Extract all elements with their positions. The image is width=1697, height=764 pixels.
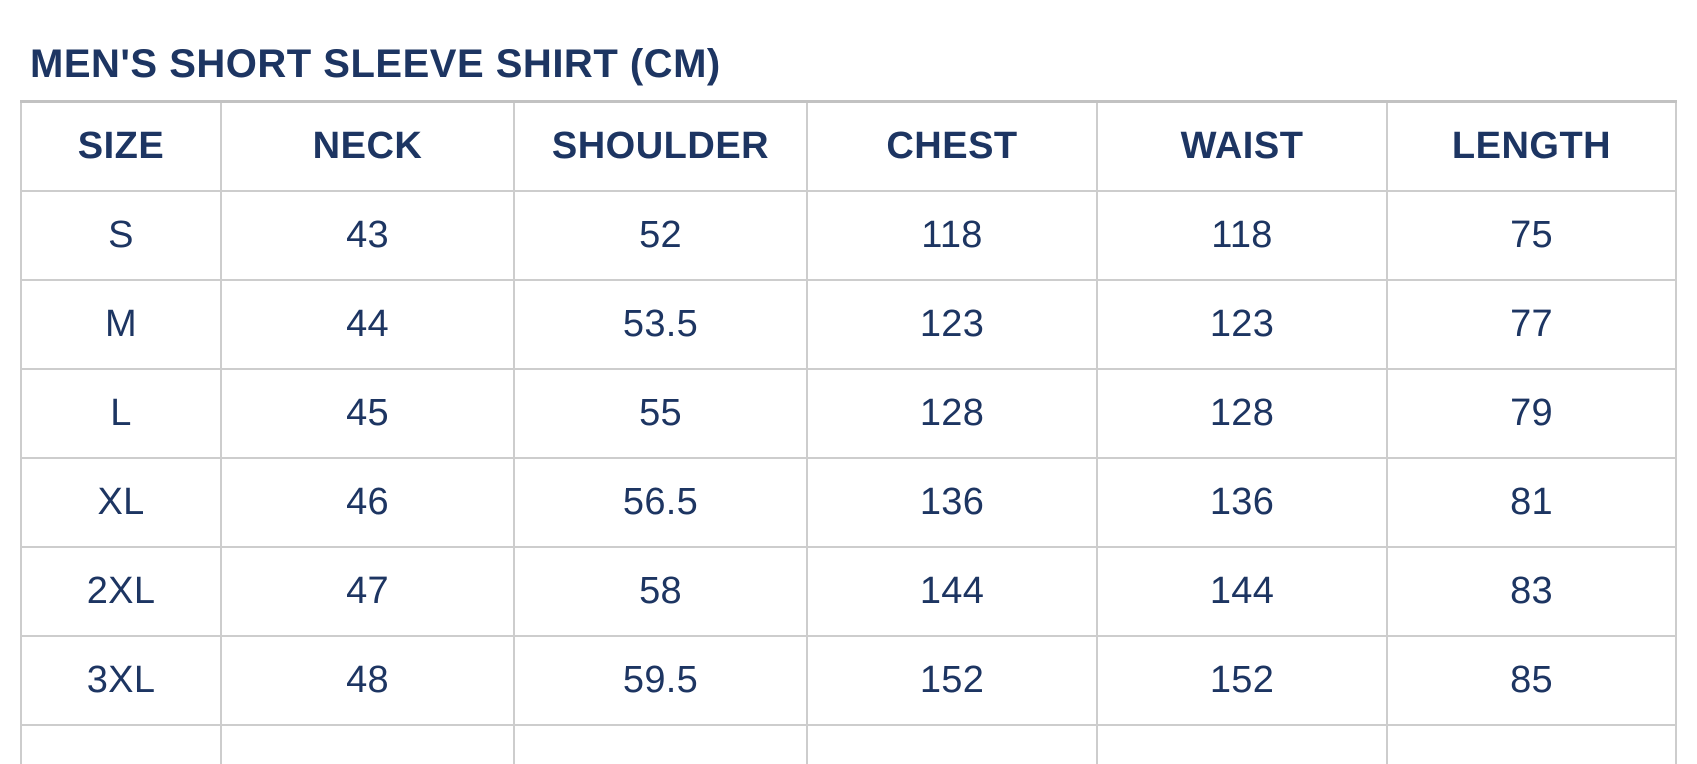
cell-chest: 128 <box>806 367 1098 459</box>
cell-waist: 118 <box>1096 189 1388 281</box>
cell-shoulder: 52 <box>513 189 808 281</box>
cell-waist: 144 <box>1096 545 1388 637</box>
table-row-2xl: 2XL 47 58 144 144 83 <box>20 545 1677 637</box>
size-chart-table: SIZE NECK SHOULDER CHEST WAIST LENGTH S … <box>20 100 1677 764</box>
table-row-m: M 44 53.5 123 123 77 <box>20 278 1677 370</box>
cell-chest: 144 <box>806 545 1098 637</box>
cell-chest: 152 <box>806 634 1098 726</box>
column-header-waist: WAIST <box>1096 100 1388 192</box>
cell-chest: 118 <box>806 189 1098 281</box>
cell-length: 81 <box>1386 456 1677 548</box>
cell-waist: 123 <box>1096 278 1388 370</box>
cell-size: 3XL <box>20 634 222 726</box>
column-header-chest: CHEST <box>806 100 1098 192</box>
cell-shoulder: 55 <box>513 367 808 459</box>
table-row-xl: XL 46 56.5 136 136 81 <box>20 456 1677 548</box>
column-header-shoulder: SHOULDER <box>513 100 808 192</box>
cell-size: 2XL <box>20 545 222 637</box>
column-header-size: SIZE <box>20 100 222 192</box>
cell-shoulder: 58 <box>513 545 808 637</box>
cell-size: S <box>20 189 222 281</box>
table-header: SIZE NECK SHOULDER CHEST WAIST LENGTH <box>20 100 1677 192</box>
cell-neck: 46 <box>220 456 515 548</box>
page-title: MEN'S SHORT SLEEVE SHIRT (CM) <box>30 42 721 86</box>
cell-waist: 152 <box>1096 634 1388 726</box>
cell-neck: 45 <box>220 367 515 459</box>
cell-length: 83 <box>1386 545 1677 637</box>
table-row-partial-cutoff <box>20 723 1677 764</box>
cell-chest: 123 <box>806 278 1098 370</box>
cell-empty <box>20 723 222 764</box>
cell-size: L <box>20 367 222 459</box>
table-row-3xl: 3XL 48 59.5 152 152 85 <box>20 634 1677 726</box>
cell-waist: 136 <box>1096 456 1388 548</box>
table-body: S 43 52 118 118 75 M 44 53.5 123 123 77 … <box>20 189 1677 764</box>
table-row-l: L 45 55 128 128 79 <box>20 367 1677 459</box>
cell-chest: 136 <box>806 456 1098 548</box>
cell-size: XL <box>20 456 222 548</box>
cell-empty <box>1386 723 1677 764</box>
cell-neck: 47 <box>220 545 515 637</box>
cell-empty <box>806 723 1098 764</box>
cell-empty <box>513 723 808 764</box>
header-row: SIZE NECK SHOULDER CHEST WAIST LENGTH <box>20 100 1677 192</box>
cell-empty <box>1096 723 1388 764</box>
cell-shoulder: 56.5 <box>513 456 808 548</box>
cell-neck: 48 <box>220 634 515 726</box>
cell-length: 75 <box>1386 189 1677 281</box>
cell-waist: 128 <box>1096 367 1388 459</box>
cell-shoulder: 53.5 <box>513 278 808 370</box>
cell-neck: 43 <box>220 189 515 281</box>
cell-length: 77 <box>1386 278 1677 370</box>
cell-empty <box>220 723 515 764</box>
cell-size: M <box>20 278 222 370</box>
column-header-length: LENGTH <box>1386 100 1677 192</box>
cell-shoulder: 59.5 <box>513 634 808 726</box>
column-header-neck: NECK <box>220 100 515 192</box>
cell-neck: 44 <box>220 278 515 370</box>
cell-length: 79 <box>1386 367 1677 459</box>
table-row-s: S 43 52 118 118 75 <box>20 189 1677 281</box>
cell-length: 85 <box>1386 634 1677 726</box>
